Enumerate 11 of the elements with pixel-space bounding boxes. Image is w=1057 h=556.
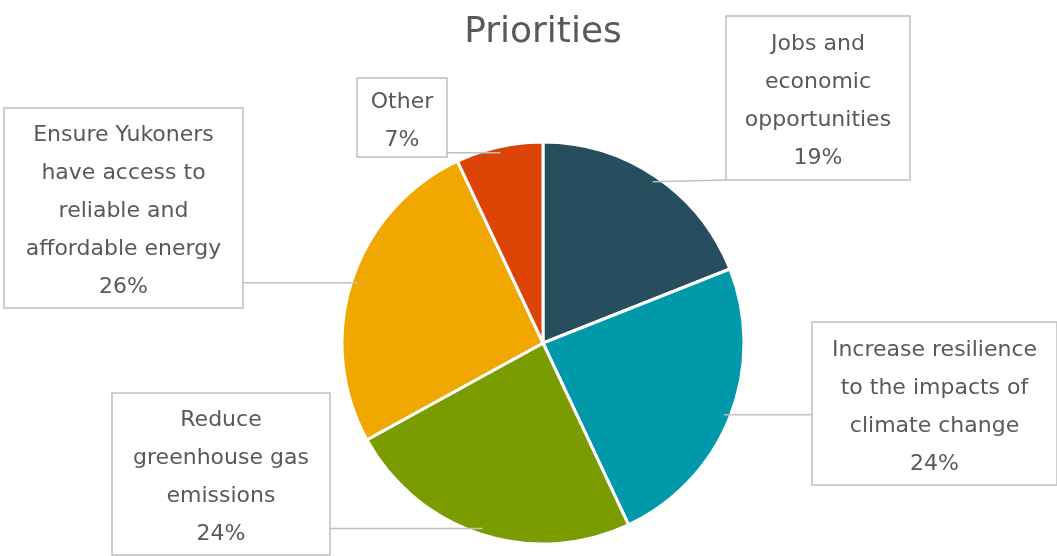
chart-title: Priorities [464, 9, 622, 50]
slice-label: Other [370, 87, 435, 113]
data-label: 24% [910, 449, 959, 475]
slice-label: Increase resilience to the impacts of climate change [831, 335, 1038, 437]
data-label: 24% [196, 520, 246, 545]
data-label: 19% [793, 144, 843, 169]
slice-label: Reduce greenhouse gas emissions [133, 406, 309, 507]
data-label: 26% [99, 273, 148, 298]
data-label: 7% [384, 125, 420, 151]
slice-label: Ensure Yukoners have access to reliable and affordable energy [25, 121, 222, 260]
slice-label: Jobs and economic opportunities [744, 30, 892, 131]
